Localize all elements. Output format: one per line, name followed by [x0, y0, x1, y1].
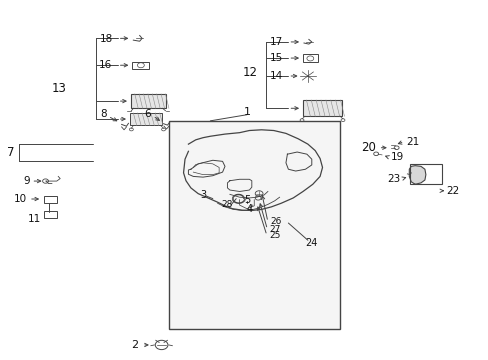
Text: 12: 12 [242, 66, 257, 79]
Text: 9: 9 [23, 176, 30, 186]
Text: 27: 27 [269, 225, 281, 234]
Polygon shape [408, 166, 425, 184]
Text: 10: 10 [13, 194, 26, 204]
Bar [303, 54, 317, 62]
Text: 8: 8 [100, 109, 107, 120]
Text: 6: 6 [144, 109, 151, 120]
Bar [43, 211, 57, 218]
Text: 22: 22 [445, 186, 458, 196]
Text: 28: 28 [221, 200, 233, 209]
Text: 14: 14 [270, 71, 283, 81]
Bar [43, 196, 57, 203]
Text: 1: 1 [243, 107, 250, 117]
Text: 7: 7 [7, 146, 14, 159]
Text: 26: 26 [270, 217, 281, 226]
Text: 23: 23 [386, 174, 400, 184]
Text: 17: 17 [270, 37, 283, 47]
Text: 15: 15 [270, 53, 283, 63]
Bar [130, 113, 162, 126]
Bar [132, 62, 149, 69]
Bar [168, 121, 339, 329]
Text: 24: 24 [305, 238, 317, 248]
Text: 13: 13 [52, 82, 66, 95]
Text: 4: 4 [246, 204, 252, 215]
Text: 2: 2 [131, 340, 138, 350]
Bar [409, 163, 441, 184]
Text: 16: 16 [99, 60, 112, 70]
Text: 25: 25 [269, 231, 280, 240]
Bar [131, 94, 165, 108]
Text: 3: 3 [200, 190, 206, 200]
Text: 11: 11 [28, 215, 41, 224]
Text: 21: 21 [406, 137, 419, 147]
Text: 19: 19 [390, 152, 404, 162]
Text: 18: 18 [100, 34, 113, 44]
Text: 5: 5 [244, 195, 249, 205]
Text: 20: 20 [361, 141, 375, 154]
Bar [303, 100, 341, 116]
